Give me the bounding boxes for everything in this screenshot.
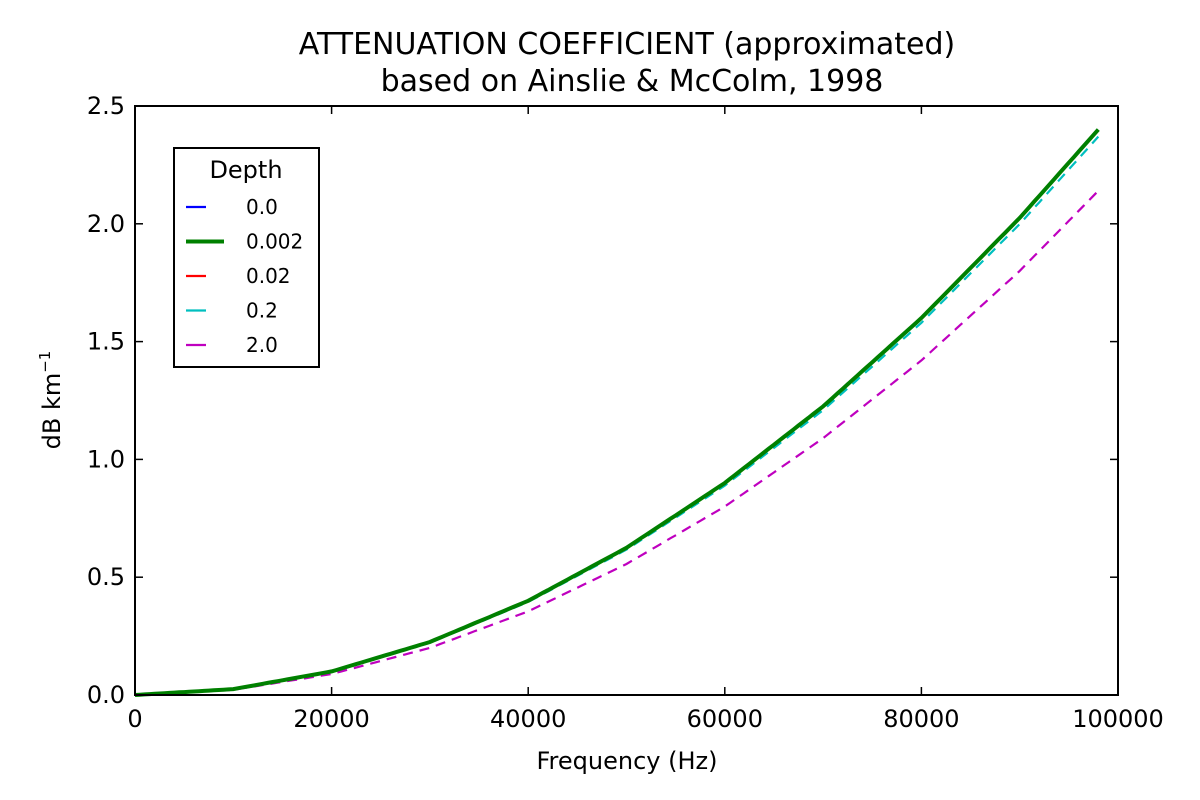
x-tick-label: 60000 bbox=[687, 705, 763, 733]
legend-label: 0.2 bbox=[246, 299, 278, 323]
chart-subtitle: based on Ainslie & McColm, 1998 bbox=[381, 64, 884, 99]
y-tick-label: 2.0 bbox=[87, 210, 125, 238]
y-axis-ticks: 0.0 0.5 1.0 1.5 2.0 2.5 bbox=[87, 92, 1118, 709]
y-axis-label: dB km−1 bbox=[36, 351, 66, 450]
legend-items: 0.0 0.002 0.02 0.2 2.0 bbox=[186, 195, 303, 357]
x-axis-ticks: 0 20000 40000 60000 80000 100000 bbox=[127, 106, 1164, 733]
series-layer bbox=[134, 128, 1100, 697]
y-tick-label: 1.5 bbox=[87, 328, 125, 356]
legend: Depth 0.0 0.002 0.02 0.2 2.0 bbox=[173, 147, 320, 368]
legend-box bbox=[173, 147, 320, 368]
chart-title: ATTENUATION COEFFICIENT (approximated) bbox=[299, 27, 956, 62]
x-axis-label: Frequency (Hz) bbox=[537, 747, 718, 775]
y-tick-label: 2.5 bbox=[87, 92, 125, 120]
series-line-0-002 bbox=[134, 128, 1100, 697]
legend-label: 2.0 bbox=[246, 333, 278, 357]
y-tick-label: 0.5 bbox=[87, 563, 125, 591]
x-tick-label: 80000 bbox=[883, 705, 959, 733]
x-tick-label: 0 bbox=[127, 705, 142, 733]
x-tick-label: 40000 bbox=[490, 705, 566, 733]
legend-title: Depth bbox=[209, 156, 282, 184]
legend-label: 0.02 bbox=[246, 264, 291, 288]
x-tick-label: 100000 bbox=[1072, 705, 1164, 733]
legend-label: 0.0 bbox=[246, 195, 278, 219]
plot-frame bbox=[134, 105, 1119, 696]
legend-label: 0.002 bbox=[246, 230, 303, 254]
y-tick-label: 0.0 bbox=[87, 681, 125, 709]
y-axis-label-superscript: −1 bbox=[36, 351, 54, 373]
x-tick-label: 20000 bbox=[293, 705, 369, 733]
y-tick-label: 1.0 bbox=[87, 445, 125, 473]
y-axis-label-text: dB km bbox=[38, 373, 66, 450]
